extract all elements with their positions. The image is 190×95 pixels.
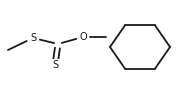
Text: O: O	[79, 32, 87, 42]
Text: S: S	[52, 60, 58, 70]
Text: S: S	[30, 33, 36, 43]
